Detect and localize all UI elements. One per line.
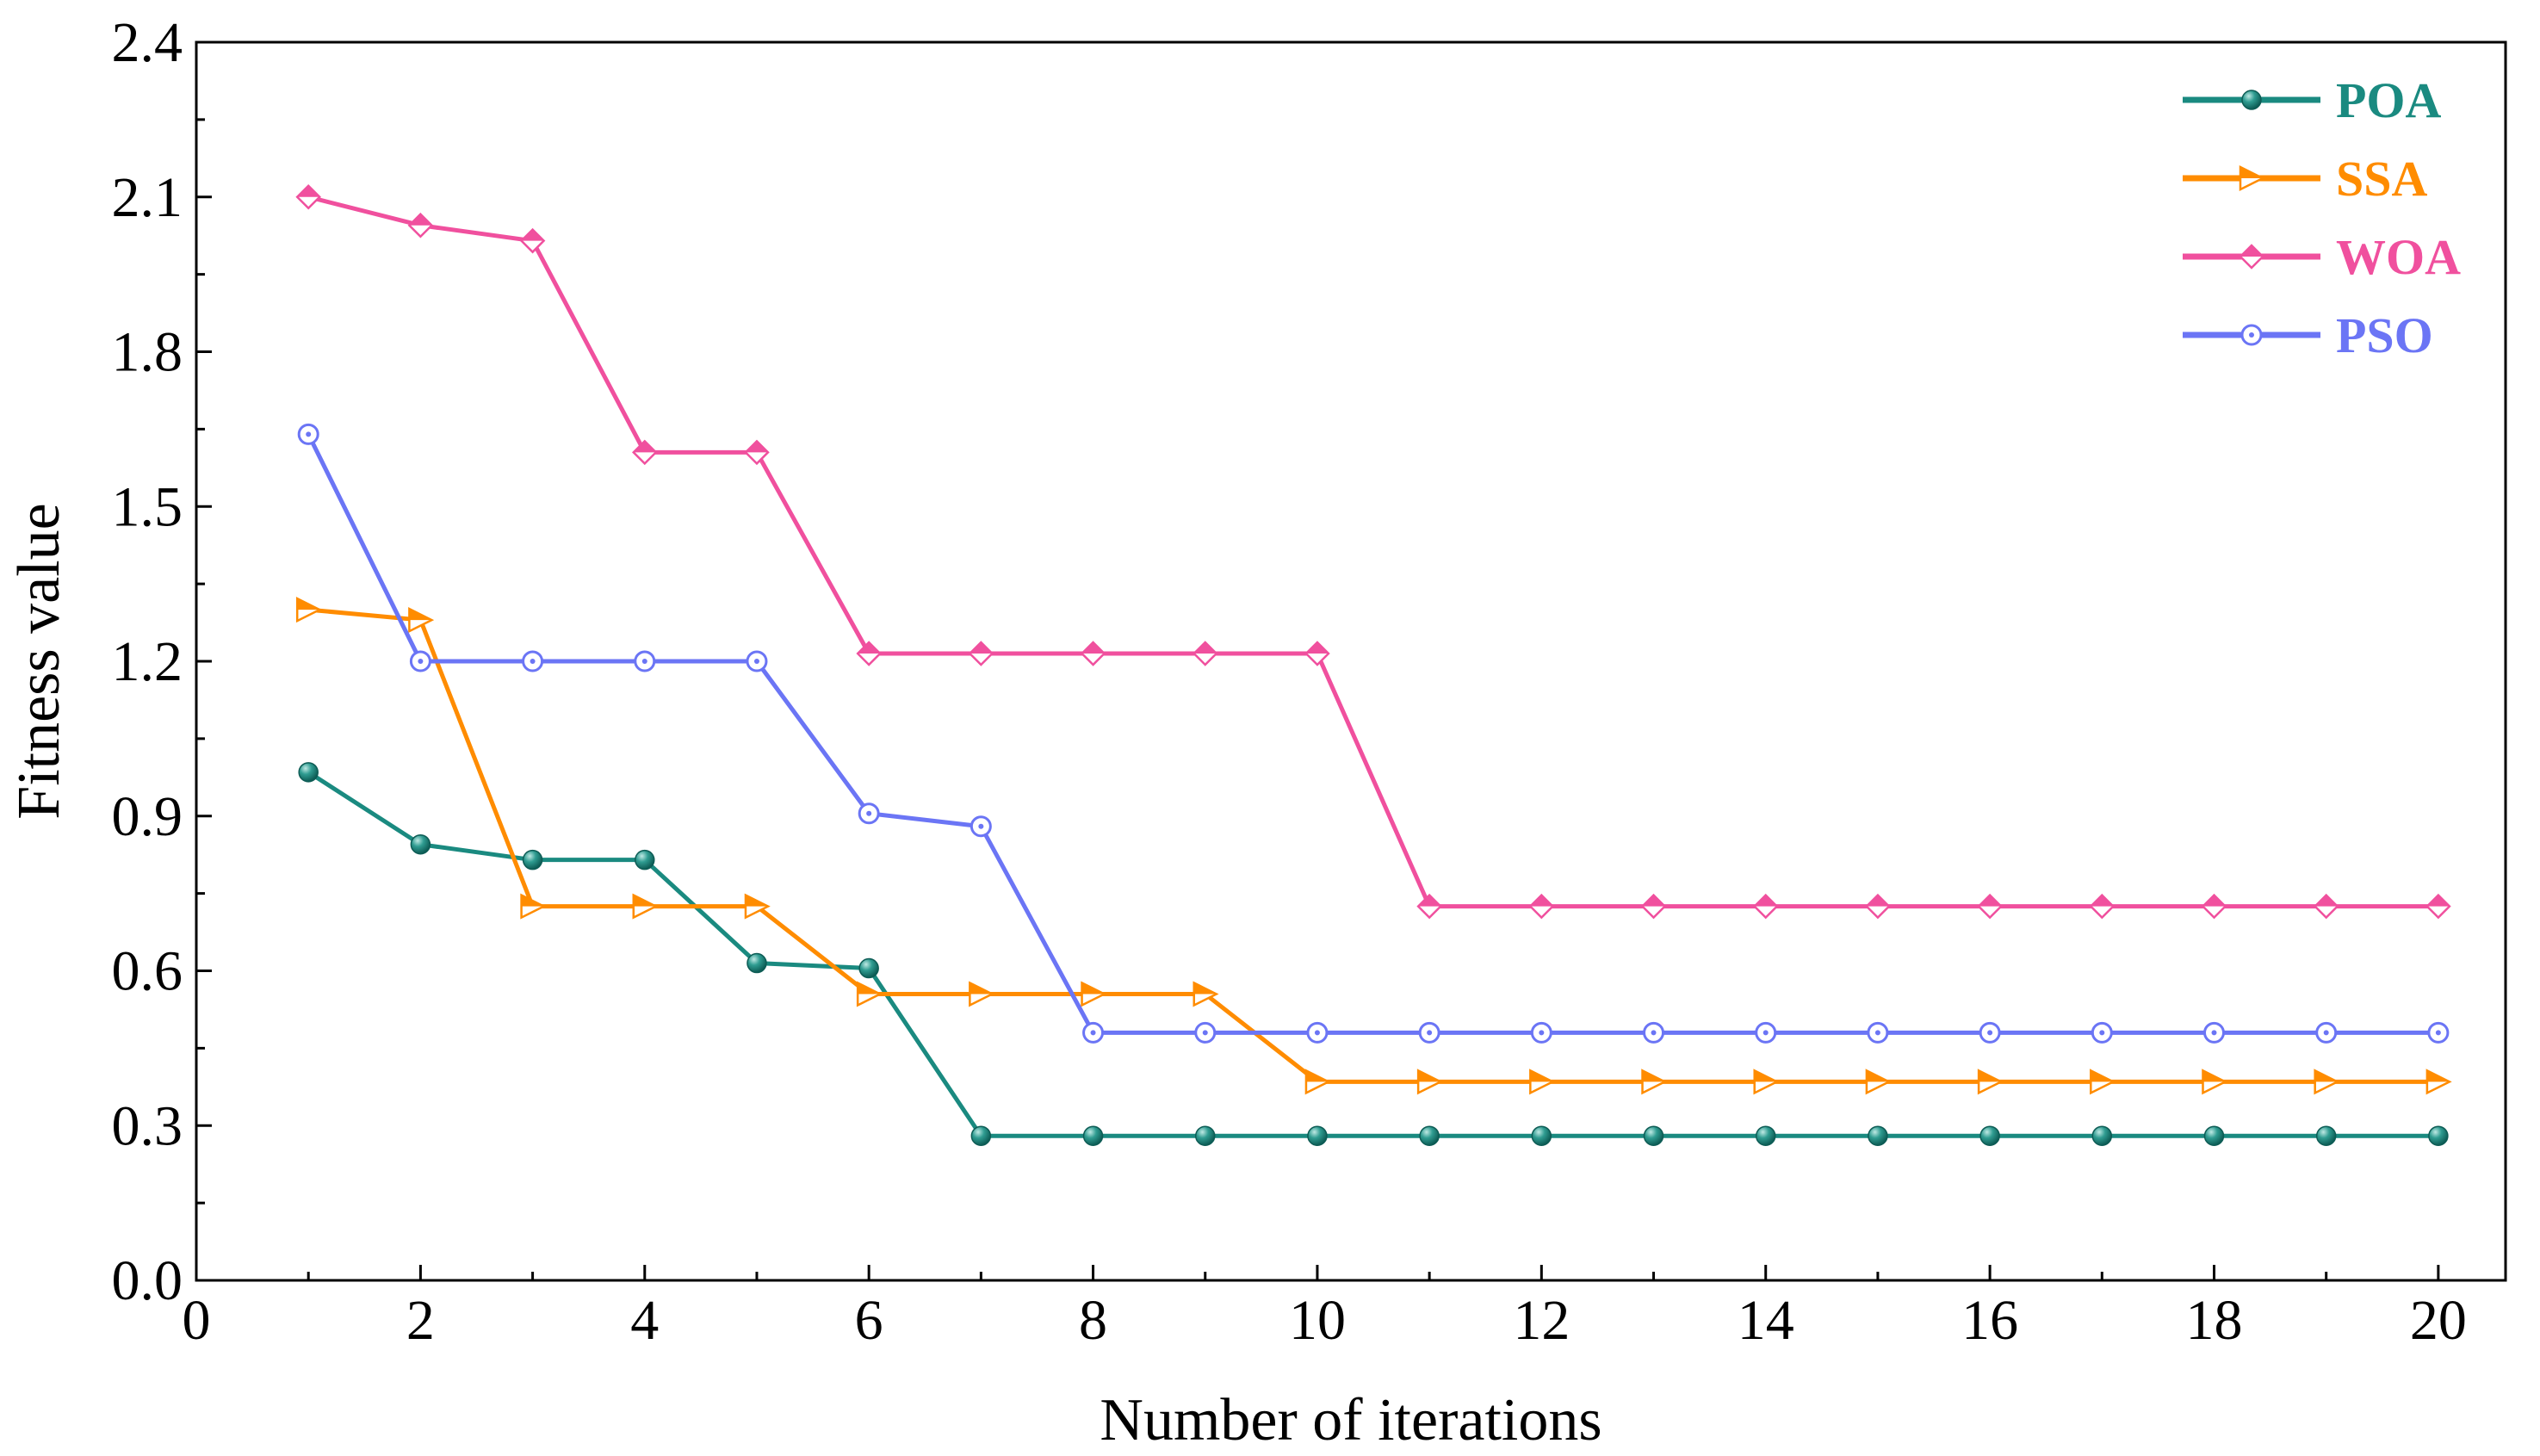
y-tick-label: 0.0 xyxy=(112,1249,183,1312)
x-tick-label: 4 xyxy=(630,1289,659,1352)
x-tick-label: 16 xyxy=(1961,1289,2018,1352)
data-point-poa xyxy=(2203,1125,2225,1146)
series-woa xyxy=(295,183,2451,920)
data-point-poa xyxy=(298,762,319,783)
data-point-poa xyxy=(1643,1125,1664,1146)
data-point-poa xyxy=(522,849,543,871)
x-tick-label: 0 xyxy=(183,1289,211,1352)
x-tick-label: 20 xyxy=(2410,1289,2467,1352)
data-point-poa xyxy=(970,1125,992,1146)
x-tick-label: 14 xyxy=(1738,1289,1794,1352)
legend-marker xyxy=(2241,90,2262,110)
x-tick-label: 2 xyxy=(406,1289,435,1352)
x-tick-label: 6 xyxy=(855,1289,883,1352)
data-point-poa xyxy=(410,833,431,855)
x-tick-label: 18 xyxy=(2185,1289,2242,1352)
series-line-poa xyxy=(307,770,2438,1138)
legend-label: SSA xyxy=(2336,151,2428,207)
x-tick-label: 12 xyxy=(1513,1289,1570,1352)
series-line-pso xyxy=(306,433,2438,1035)
data-point-poa xyxy=(2428,1125,2449,1146)
ticks-layer: 0 2 4 6 8 10 12 14 16 18 20 0.0 0.3 0.6 0.9 1.2 1.5 1.8 2.… xyxy=(112,11,2467,1352)
y-tick-label: 1.2 xyxy=(112,630,183,693)
y-tick-label: 0.9 xyxy=(112,785,183,848)
legend-label: POA xyxy=(2336,72,2442,128)
data-point-poa xyxy=(2091,1125,2113,1146)
y-tick-label: 0.3 xyxy=(112,1094,183,1157)
data-point-poa xyxy=(2315,1125,2337,1146)
data-point-poa xyxy=(747,952,767,974)
data-point-poa xyxy=(858,957,879,979)
legend: POA SSA WOA PSO xyxy=(2183,72,2461,363)
y-tick-label: 2.1 xyxy=(112,166,183,229)
data-point-poa xyxy=(1194,1125,1216,1146)
series-pso xyxy=(297,423,2450,1044)
data-point-poa xyxy=(1531,1125,1552,1146)
series-layer xyxy=(295,183,2452,1146)
legend-item-pso: PSO xyxy=(2183,307,2433,363)
y-tick-label: 0.6 xyxy=(112,940,183,1003)
series-line-woa xyxy=(307,195,2438,909)
legend-item-woa: WOA xyxy=(2183,229,2461,285)
data-point-poa xyxy=(1979,1125,2000,1146)
data-point-poa xyxy=(1082,1125,1104,1146)
x-tick-label: 10 xyxy=(1289,1289,1346,1352)
data-point-poa xyxy=(1307,1125,1328,1146)
series-ssa xyxy=(295,597,2452,1095)
data-point-poa xyxy=(1868,1125,1888,1146)
y-tick-label: 1.5 xyxy=(112,475,183,538)
data-point-poa xyxy=(1755,1125,1776,1146)
legend-item-ssa: SSA xyxy=(2183,151,2428,207)
x-axis-title: Number of iterations xyxy=(1100,1387,1601,1453)
data-point-poa xyxy=(1419,1125,1440,1146)
legend-item-poa: POA xyxy=(2183,72,2442,128)
legend-label: WOA xyxy=(2336,229,2461,285)
data-point-poa xyxy=(635,849,655,871)
legend-label: PSO xyxy=(2336,307,2433,363)
series-poa xyxy=(298,762,2449,1146)
y-axis-title: Fitness value xyxy=(6,503,72,819)
y-tick-label: 1.8 xyxy=(112,321,183,384)
y-tick-label: 2.4 xyxy=(112,11,183,74)
x-tick-label: 8 xyxy=(1079,1289,1107,1352)
series-line-ssa xyxy=(307,607,2438,1084)
